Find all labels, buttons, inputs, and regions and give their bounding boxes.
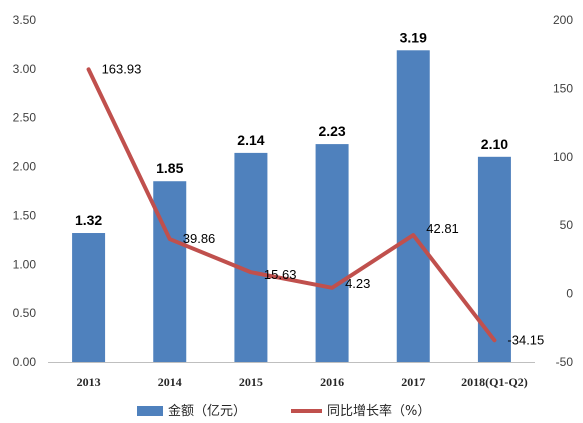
right-tick-label: 200 — [553, 13, 573, 27]
bar-value-label: 1.32 — [75, 212, 102, 228]
bar — [72, 233, 106, 362]
left-tick-label: 3.00 — [13, 62, 37, 76]
x-tick-label: 2014 — [158, 375, 182, 389]
left-axis-ticks: 0.00 0.50 1.00 1.50 2.00 2.50 3.00 3.50 — [13, 13, 37, 369]
bar-series — [72, 50, 511, 362]
x-tick-label: 2017 — [401, 375, 425, 389]
left-tick-label: 0.00 — [13, 355, 37, 369]
left-tick-label: 1.50 — [13, 208, 37, 222]
line-value-label: -34.15 — [507, 332, 544, 347]
left-tick-label: 0.50 — [13, 306, 37, 320]
x-tick-label: 2016 — [320, 375, 344, 389]
x-tick-label: 2015 — [239, 375, 263, 389]
bar — [477, 156, 511, 362]
growth-rate-line — [86, 67, 497, 343]
legend-swatch-amount — [137, 406, 163, 416]
line-value-label: 15.63 — [264, 267, 297, 282]
bar — [234, 152, 268, 362]
line-value-label: 39.86 — [183, 231, 216, 246]
legend: 金额（亿元） 同比增长率（%） — [137, 403, 430, 419]
x-axis-ticks: 2013 2014 2015 2016 2017 2018(Q1-Q2) — [77, 375, 528, 389]
bar-value-label: 2.10 — [481, 136, 508, 152]
left-tick-label: 1.00 — [13, 257, 37, 271]
right-tick-label: 100 — [553, 150, 573, 164]
left-tick-label: 2.50 — [13, 111, 37, 125]
left-tick-label: 2.00 — [13, 160, 37, 174]
bar-value-label: 2.23 — [318, 123, 345, 139]
legend-label-growth: 同比增长率（%） — [327, 403, 430, 419]
bar-value-label: 2.14 — [237, 132, 264, 148]
right-tick-label: 150 — [553, 81, 573, 95]
line-value-label: 163.93 — [102, 61, 142, 76]
right-tick-label: 50 — [560, 218, 574, 232]
bar — [396, 50, 430, 362]
bar-data-labels: 1.32 1.85 2.14 2.23 3.19 2.10 — [75, 29, 508, 228]
line-value-label: 42.81 — [426, 221, 459, 236]
bar-value-label: 1.85 — [156, 160, 183, 176]
bar — [315, 144, 349, 362]
bar-value-label: 3.19 — [400, 29, 427, 45]
line-data-labels: 163.93 39.86 15.63 4.23 42.81 -34.15 — [102, 61, 545, 347]
x-tick-label: 2013 — [77, 375, 101, 389]
bar — [153, 181, 187, 362]
right-tick-label: -50 — [556, 355, 574, 369]
right-axis-ticks: -50 0 50 100 150 200 — [553, 13, 573, 369]
left-tick-label: 3.50 — [13, 13, 37, 27]
legend-label-amount: 金额（亿元） — [168, 403, 246, 419]
line-value-label: 4.23 — [345, 276, 370, 291]
x-tick-label: 2018(Q1-Q2) — [461, 375, 528, 389]
right-tick-label: 0 — [566, 287, 573, 301]
